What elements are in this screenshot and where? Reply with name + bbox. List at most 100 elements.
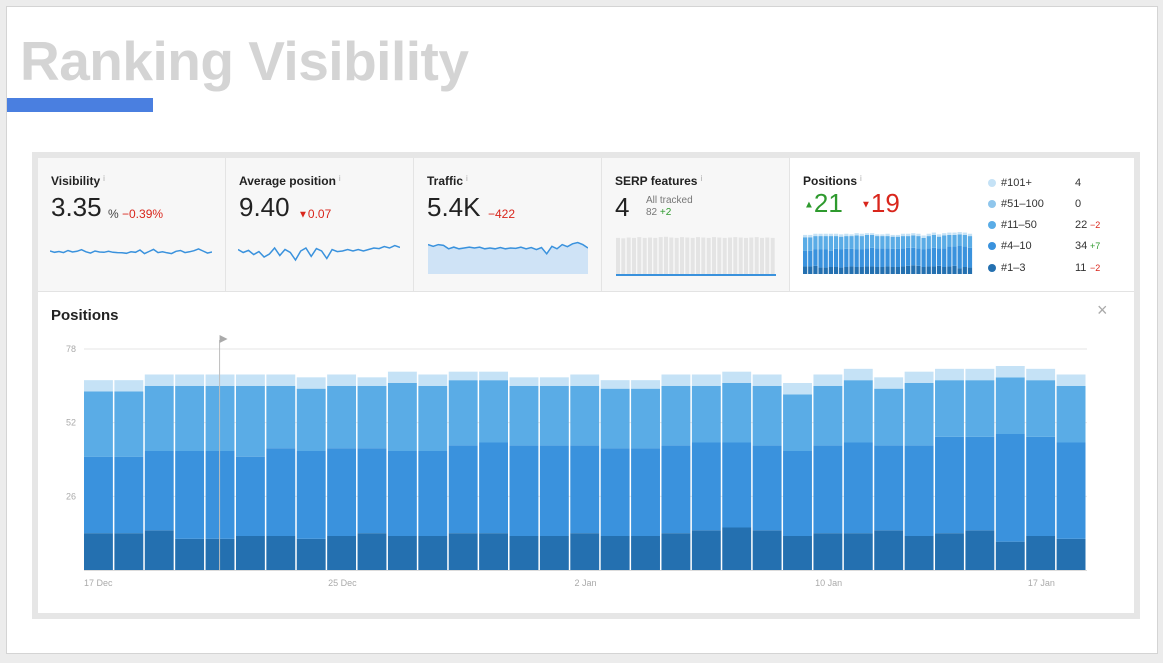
- legend-item[interactable]: #4–10 34 +7: [988, 239, 1100, 255]
- bar-segment: [752, 385, 782, 446]
- bar-segment: [849, 234, 854, 237]
- sparkline-line: [238, 244, 400, 262]
- bar-segment: [631, 388, 660, 449]
- bar-segment: [357, 385, 387, 449]
- bar-segment: [885, 266, 890, 274]
- info-icon[interactable]: i: [700, 174, 703, 183]
- legend-label: #4–10: [1001, 240, 1032, 252]
- bar-segment: [661, 374, 691, 386]
- bar-segment: [854, 235, 859, 250]
- bar-segment: [114, 456, 144, 534]
- metric-traffic[interactable]: Traffic i 5.4K −422: [414, 158, 602, 291]
- metric-positions[interactable]: Positions i ▲21 ▼19 #101+ 4 #51–100 0: [790, 158, 1134, 291]
- bar-segment: [839, 249, 844, 268]
- bar-segment: [931, 234, 937, 248]
- bar-segment: [843, 368, 873, 381]
- bar-segment: [839, 267, 844, 274]
- bar-segment: [962, 234, 967, 247]
- bar-segment: [631, 536, 660, 570]
- bar-segment: [357, 448, 387, 534]
- bar-segment: [874, 377, 904, 389]
- info-icon[interactable]: i: [466, 174, 468, 183]
- bar-segment: [448, 380, 478, 446]
- bar-segment: [854, 267, 859, 274]
- bar-segment: [823, 236, 828, 250]
- bar-segment: [844, 248, 849, 267]
- bar-segment: [880, 236, 885, 249]
- bar-segment: [818, 233, 823, 237]
- bar-segment: [843, 380, 873, 443]
- bar-segment: [418, 451, 448, 536]
- bar-segment: [823, 233, 828, 237]
- bar-segment: [864, 234, 870, 249]
- down-arrow-icon: ▼: [861, 199, 871, 211]
- bar-segment: [813, 233, 818, 237]
- bar-segment: [509, 385, 539, 446]
- bar-segment: [874, 388, 904, 446]
- bar-segment: [357, 533, 387, 570]
- legend-value: 4: [1075, 177, 1082, 189]
- bar-segment: [235, 536, 265, 570]
- metrics-row: Visibility i 3.35 % −0.39% Average positi…: [38, 158, 1134, 292]
- legend-item[interactable]: #1–3 11 −2: [988, 261, 1100, 277]
- legend-item[interactable]: #11–50 22 −2: [988, 218, 1100, 234]
- metric-serp-features[interactable]: SERP features i 4 All tracked 82 +2: [602, 158, 790, 291]
- bar-segment: [921, 267, 926, 274]
- legend-value: 22: [1075, 219, 1088, 231]
- legend-item[interactable]: #101+ 4: [988, 176, 1098, 192]
- bar-segment: [570, 445, 600, 534]
- serp-bar: [637, 237, 642, 274]
- bar-segment: [916, 236, 921, 249]
- legend-item[interactable]: #51–100 0: [988, 197, 1098, 213]
- close-icon[interactable]: ×: [1097, 300, 1108, 320]
- bar-segment: [539, 377, 569, 386]
- info-icon[interactable]: i: [103, 174, 105, 183]
- serp-bar: [722, 237, 727, 274]
- bar-segment: [722, 371, 752, 383]
- bar-segment: [885, 233, 890, 237]
- metric-visibility[interactable]: Visibility i 3.35 % −0.39%: [38, 158, 226, 291]
- serp-bar: [760, 237, 764, 274]
- bar-segment: [235, 385, 265, 457]
- metric-unit: %: [108, 207, 119, 221]
- bar-segment: [387, 451, 417, 536]
- bar-segment: [849, 236, 854, 249]
- bar-segment: [691, 374, 721, 386]
- sparkline-line: [428, 241, 588, 256]
- serp-bar: [770, 237, 775, 274]
- bar-segment: [952, 234, 957, 247]
- bar-segment: [936, 248, 942, 266]
- bar-segment: [890, 267, 895, 274]
- bar-segment: [144, 385, 174, 451]
- metric-average-position[interactable]: Average position i 9.40 ▼0.07: [226, 158, 414, 291]
- x-tick-label: 10 Jan: [815, 578, 842, 588]
- bar-segment: [880, 234, 885, 237]
- bar-segment: [942, 233, 947, 236]
- bar-segment: [875, 248, 880, 267]
- serp-bar: [658, 237, 663, 274]
- bar-segment: [327, 536, 357, 570]
- info-icon[interactable]: i: [860, 174, 862, 183]
- bar-segment: [869, 233, 875, 235]
- serp-bar: [706, 237, 711, 274]
- flag-icon[interactable]: [219, 335, 228, 343]
- legend-value: 0: [1075, 198, 1082, 210]
- legend-dot: [988, 264, 996, 272]
- bar-segment: [921, 235, 926, 238]
- bar-segment: [479, 380, 509, 443]
- bar-segment: [926, 236, 931, 249]
- bar-segment: [691, 442, 721, 531]
- bar-segment: [418, 536, 448, 570]
- metric-value: 4: [615, 192, 630, 222]
- bar-segment: [84, 456, 113, 534]
- bar-segment: [803, 266, 808, 274]
- bar-segment: [916, 248, 921, 266]
- info-icon[interactable]: i: [338, 174, 341, 183]
- bar-segment: [935, 368, 964, 381]
- bar-segment: [803, 237, 808, 251]
- bar-segment: [175, 538, 205, 570]
- serp-note-count: 82: [646, 207, 658, 218]
- bar-segment: [175, 374, 205, 386]
- bar-segment: [1026, 436, 1056, 536]
- average-position-sparkline: [238, 244, 400, 262]
